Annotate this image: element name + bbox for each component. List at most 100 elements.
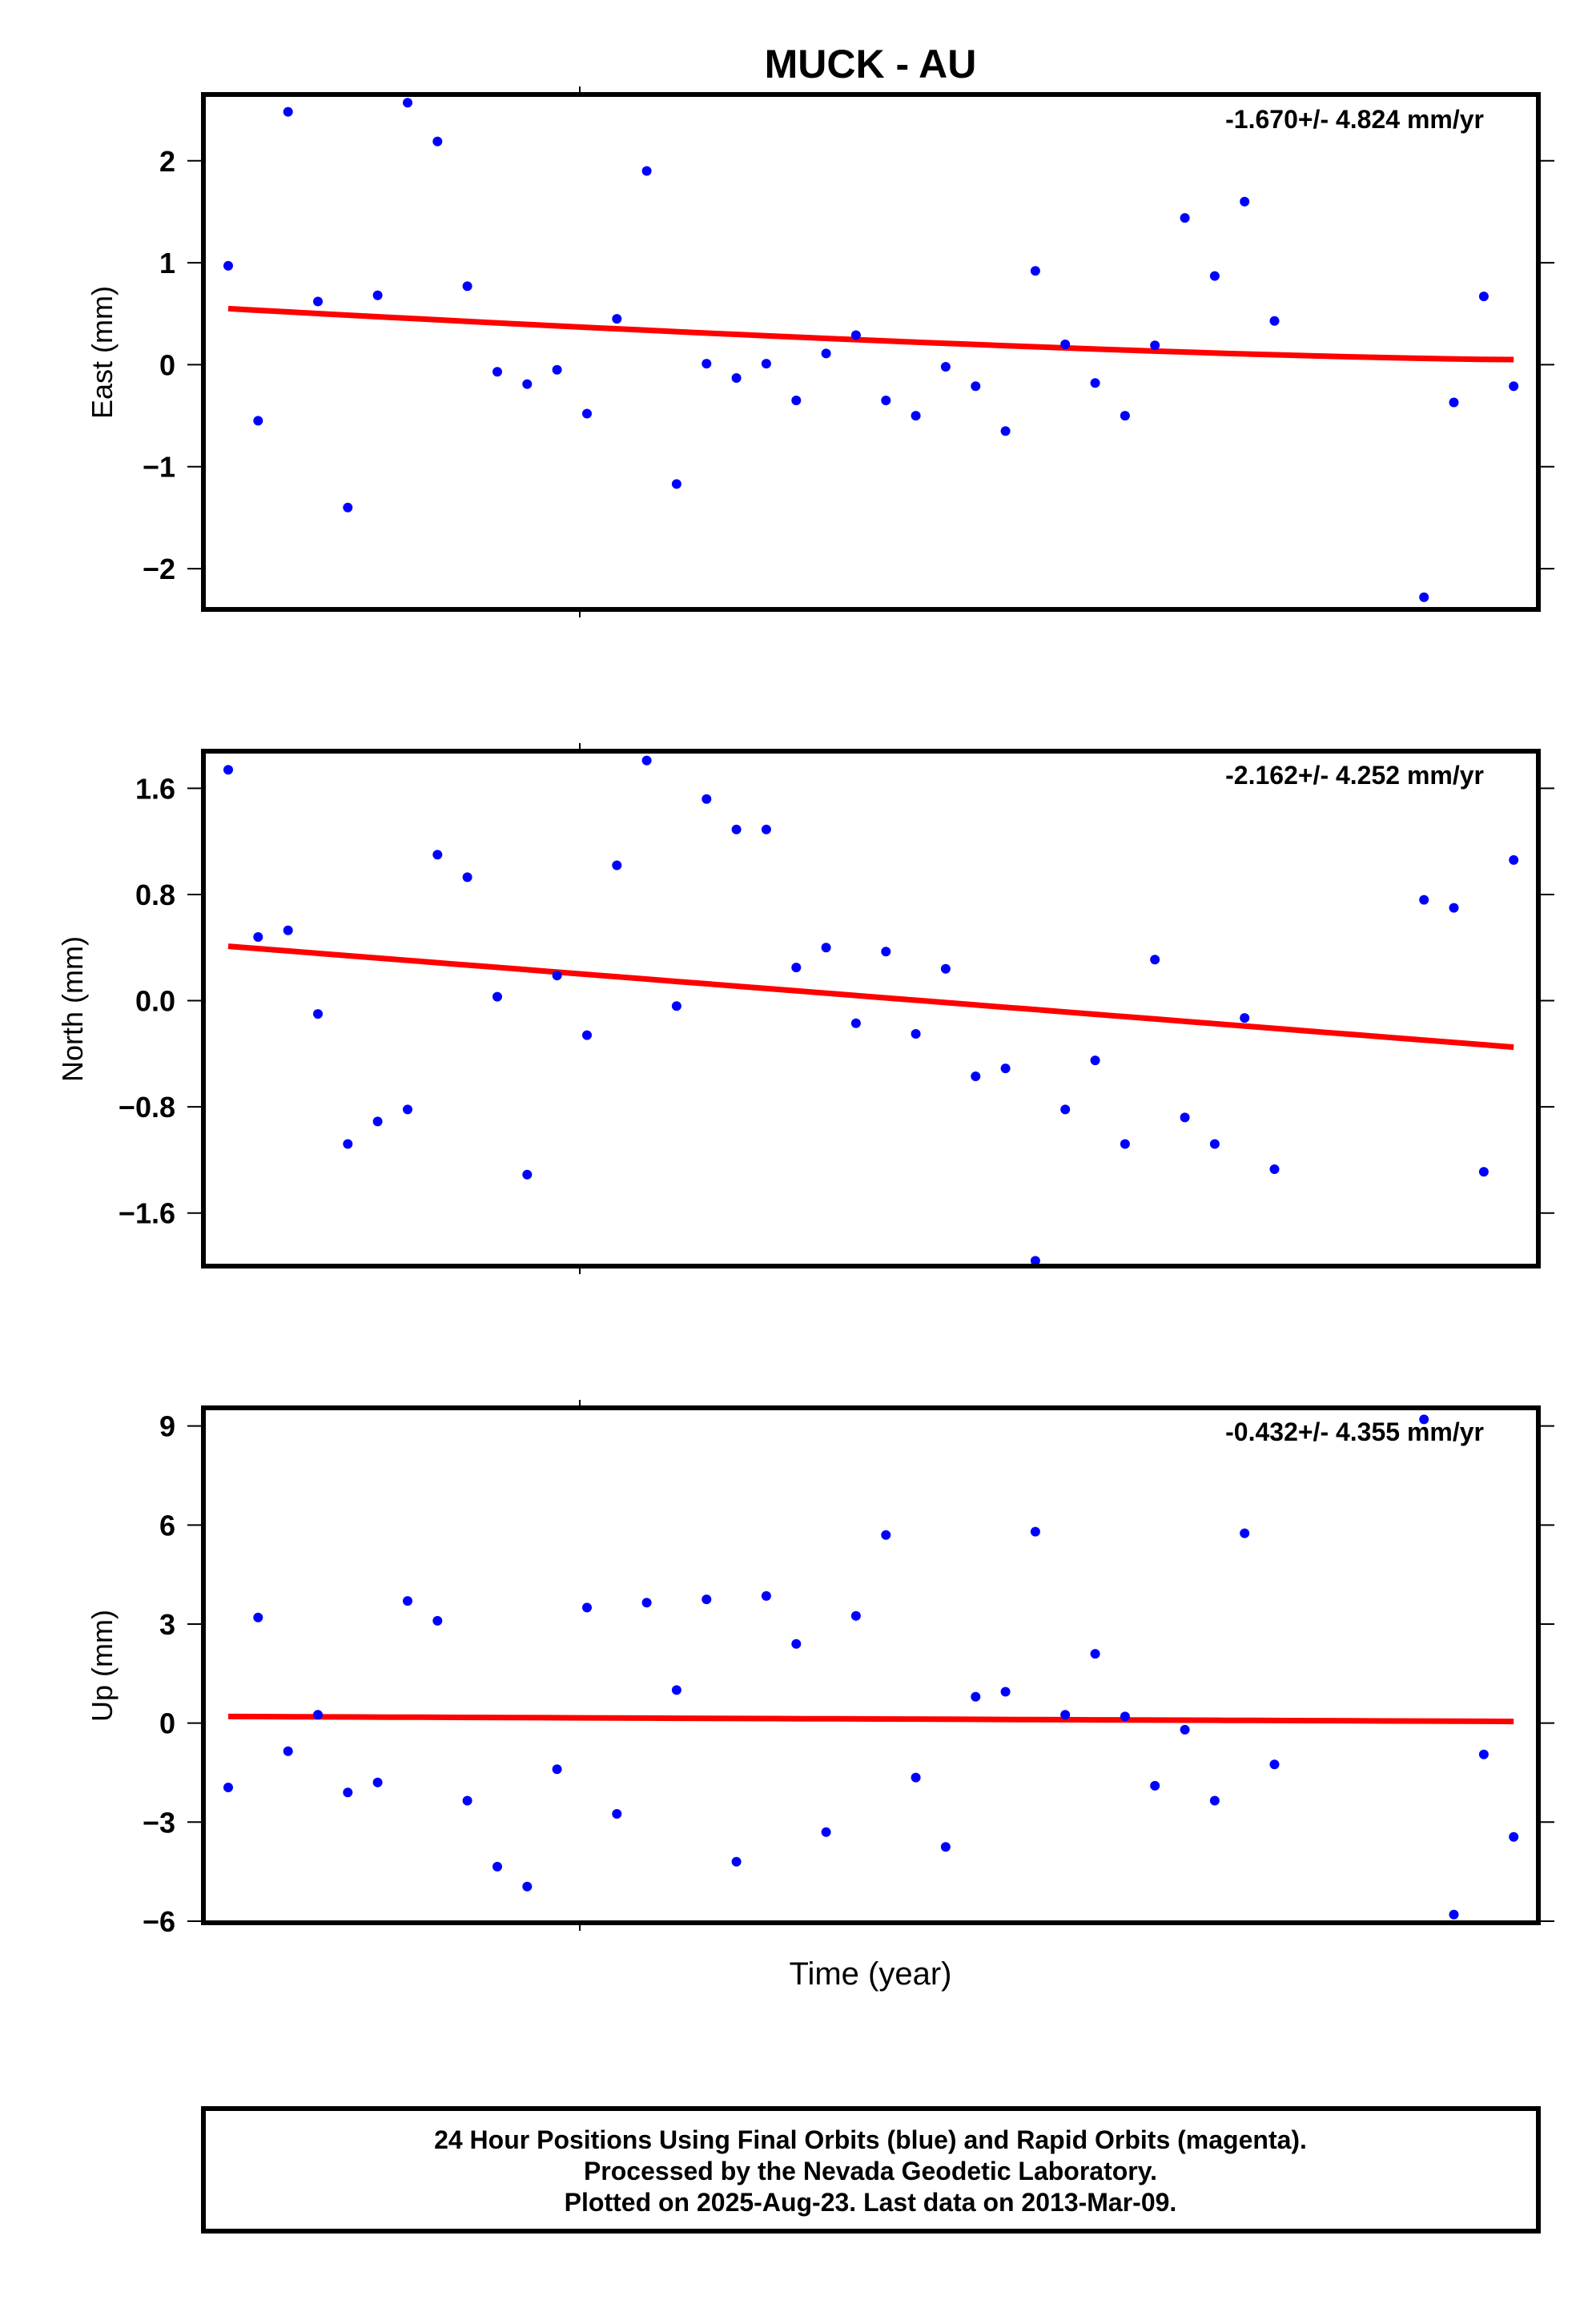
up-ytick-label: −3 <box>143 1806 175 1839</box>
east-data-point <box>791 396 802 405</box>
up-plot-frame <box>201 1405 1541 1925</box>
east-data-point <box>612 314 622 324</box>
east-data-point <box>761 359 771 369</box>
up-ytick-label: 0 <box>159 1707 175 1740</box>
up-data-point <box>1449 1909 1459 1920</box>
up-data-point <box>702 1594 712 1605</box>
north-data-point <box>971 1072 981 1081</box>
north-data-point <box>671 1001 681 1011</box>
north-data-point <box>1090 1055 1100 1066</box>
north-data-point <box>1509 854 1519 865</box>
east-data-point <box>462 281 472 292</box>
up-data-point <box>253 1612 263 1622</box>
footer-frame <box>201 2106 1541 2234</box>
north-data-point <box>641 755 652 766</box>
east-ytick-label: −1 <box>143 451 175 484</box>
up-ytick-label: −6 <box>143 1905 175 1938</box>
up-ytick-label: 9 <box>159 1410 175 1443</box>
up-data-point <box>911 1772 921 1783</box>
chart-title: MUCK - AU <box>765 42 977 86</box>
footer-line-1: 24 Hour Positions Using Final Orbits (bl… <box>434 2125 1307 2154</box>
up-data-point <box>432 1615 443 1626</box>
east-data-point <box>1240 196 1250 207</box>
north-axis-label: North (mm) <box>56 936 89 1082</box>
up-data-point <box>1000 1687 1011 1697</box>
east-data-point <box>582 408 592 419</box>
east-data-point <box>702 359 712 369</box>
east-data-point <box>911 411 921 421</box>
north-data-point <box>462 872 472 883</box>
east-data-point <box>1090 378 1100 388</box>
north-data-point <box>492 991 502 1002</box>
up-data-point <box>522 1881 533 1892</box>
east-data-point <box>492 367 502 377</box>
east-data-point <box>1478 292 1489 302</box>
east-data-point <box>641 166 652 176</box>
north-rate-label: -2.162+/- 4.252 mm/yr <box>1225 761 1484 790</box>
east-ytick-label: 2 <box>159 145 175 178</box>
east-data-point <box>552 364 562 375</box>
north-ytick-label: −1.6 <box>119 1197 175 1230</box>
east-data-point <box>1269 316 1280 326</box>
up-data-point <box>1060 1710 1071 1720</box>
east-data-point <box>1000 426 1011 436</box>
north-data-point <box>1240 1013 1250 1023</box>
east-data-point <box>372 290 383 300</box>
up-data-point <box>731 1856 742 1867</box>
east-data-point <box>313 296 323 307</box>
north-data-point <box>940 963 951 974</box>
north-data-point <box>403 1104 412 1115</box>
north-data-point <box>612 860 622 870</box>
east-data-point <box>731 373 742 383</box>
up-ytick-label: 6 <box>159 1509 175 1542</box>
east-axis-label: East (mm) <box>86 286 119 419</box>
east-trend-line <box>227 305 1514 363</box>
east-ytick-label: 0 <box>159 348 175 381</box>
up-data-point <box>940 1842 951 1852</box>
north-data-point <box>432 850 443 860</box>
north-data-point <box>1269 1164 1280 1174</box>
north-data-point <box>582 1030 592 1040</box>
up-data-point <box>761 1590 771 1601</box>
up-data-point <box>1240 1528 1250 1538</box>
east-data-point <box>403 98 412 108</box>
up-data-point <box>283 1746 293 1756</box>
up-panel: Up (mm) -0.432+/- 4.355 mm/yr 9 6 3 0 −3 −6 <box>86 1400 1554 1938</box>
up-axis-label: Up (mm) <box>86 1610 119 1722</box>
north-data-point <box>881 947 891 957</box>
up-ytick-label: 3 <box>159 1608 175 1641</box>
north-data-point <box>821 943 831 953</box>
up-data-point <box>313 1710 323 1720</box>
north-data-point <box>283 925 293 935</box>
north-data-point <box>1449 903 1459 913</box>
north-data-point <box>223 765 233 775</box>
up-data-point <box>1478 1749 1489 1759</box>
east-data-point <box>1209 271 1220 281</box>
up-data-point <box>612 1809 622 1819</box>
north-data-point <box>1209 1139 1220 1149</box>
north-plot-frame <box>201 749 1541 1269</box>
up-data-point <box>582 1602 592 1613</box>
east-data-point <box>821 348 831 359</box>
east-rate-label: -1.670+/- 4.824 mm/yr <box>1225 105 1484 134</box>
up-data-point <box>850 1610 861 1621</box>
up-data-point <box>791 1638 802 1649</box>
east-data-point <box>1120 411 1130 421</box>
up-data-point <box>1150 1780 1160 1791</box>
up-data-point <box>881 1530 891 1540</box>
up-data-point <box>641 1598 652 1608</box>
up-data-point <box>971 1691 981 1702</box>
up-data-point <box>492 1861 502 1872</box>
north-data-point <box>1180 1112 1190 1123</box>
east-data-point <box>971 381 981 392</box>
up-data-point <box>1419 1414 1429 1425</box>
east-data-point <box>1180 213 1190 223</box>
up-data-point <box>1120 1711 1130 1722</box>
east-data-point <box>1150 340 1160 351</box>
up-data-point <box>1509 1831 1519 1842</box>
north-data-point <box>1478 1167 1489 1177</box>
footer-box: 24 Hour Positions Using Final Orbits (bl… <box>201 2106 1541 2234</box>
up-data-point <box>1209 1795 1220 1806</box>
north-data-point <box>731 824 742 834</box>
